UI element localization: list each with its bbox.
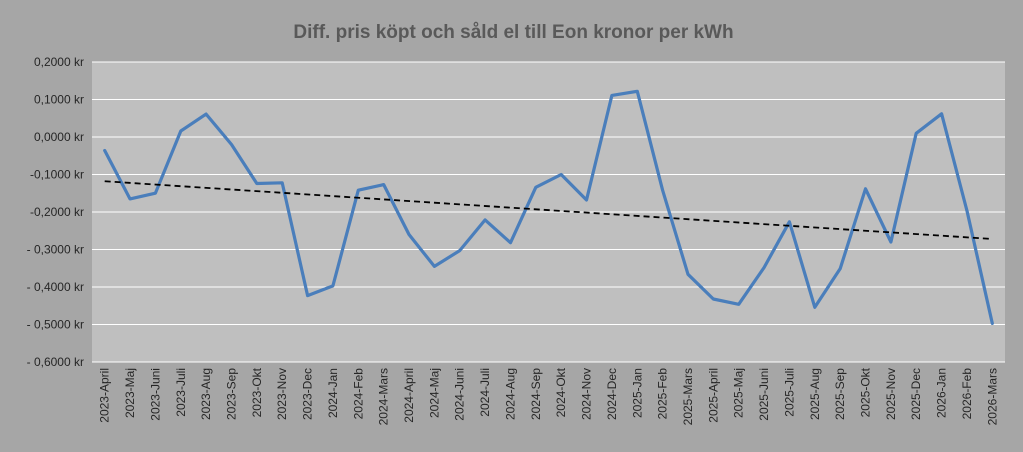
y-tick-label: -0,1000 kr (30, 168, 84, 182)
trendline (104, 180, 993, 240)
gridlines (92, 61, 1005, 363)
x-tick-label: 2025-Juli (782, 368, 796, 417)
x-tick-label: 2024-Juli (478, 368, 492, 417)
x-tick-label: 2023-Maj (123, 368, 137, 418)
x-tick-label: 2025-Feb (656, 368, 670, 420)
y-tick-label: -0,2000 kr (30, 205, 84, 219)
x-tick-label: 2025-Nov (884, 368, 898, 420)
x-tick-label: 2023-Dec (301, 368, 315, 420)
x-axis-ticks: 2023-April 2023-Maj 2023-Juni 2023-Juli 2023… (98, 367, 1000, 425)
series-layer (103, 89, 994, 325)
y-tick-label: 0,1000 kr (34, 93, 84, 107)
x-tick-label: 2024-Maj (427, 368, 441, 418)
x-tick-label: 2024-Dec (605, 368, 619, 420)
series-line (103, 89, 994, 325)
x-tick-label: 2026-Mars (985, 368, 999, 425)
x-tick-label: 2024-April (402, 368, 416, 423)
x-tick-label: 2024-Mars (377, 368, 391, 425)
x-tick-label: 2023-Nov (275, 368, 289, 420)
y-axis-ticks: 0,2000 kr 0,1000 kr 0,0000 kr -0,1000 kr -0,… (27, 55, 84, 369)
y-tick-label: - 0,5000 kr (27, 318, 84, 332)
x-tick-label: 2025-Mars (681, 368, 695, 425)
x-tick-label: 2023-Aug (199, 368, 213, 420)
x-tick-label: 2023-Okt (250, 367, 264, 417)
x-tick-label: 2025-Dec (909, 368, 923, 420)
x-tick-label: 2023-Juli (174, 368, 188, 417)
x-tick-label: 2026-Feb (960, 368, 974, 420)
x-tick-label: 2025-Sep (833, 368, 847, 420)
x-tick-label: 2024-Okt (554, 367, 568, 417)
x-tick-label: 2025-Juni (757, 368, 771, 421)
y-tick-label: 0,2000 kr (34, 55, 84, 69)
x-tick-label: 2024-Aug (503, 368, 517, 420)
trendline-layer (104, 180, 993, 240)
x-tick-label: 2025-Jan (630, 368, 644, 418)
x-tick-label: 2025-Maj (732, 368, 746, 418)
x-tick-label: 2026-Jan (935, 368, 949, 418)
x-tick-label: 2024-Juni (453, 368, 467, 421)
x-tick-label: 2023-April (98, 368, 112, 423)
x-tick-label: 2025-April (706, 368, 720, 423)
y-tick-label: 0,0000 kr (34, 130, 84, 144)
x-tick-label: 2023-Sep (224, 368, 238, 420)
x-tick-label: 2025-Okt (859, 367, 873, 417)
x-tick-label: 2024-Sep (529, 368, 543, 420)
chart-title: Diff. pris köpt och såld el till Eon kro… (293, 22, 733, 43)
x-tick-label: 2024-Feb (351, 368, 365, 420)
x-tick-label: 2023-Juni (148, 368, 162, 421)
x-tick-label: 2024-Jan (326, 368, 340, 418)
y-tick-label: - 0,6000 kr (27, 355, 84, 369)
x-tick-label: 2025-Aug (808, 368, 822, 420)
x-tick-label: 2024-Nov (580, 368, 594, 420)
y-tick-label: - 0,3000 kr (27, 243, 84, 257)
y-tick-label: - 0,4000 kr (27, 280, 84, 294)
